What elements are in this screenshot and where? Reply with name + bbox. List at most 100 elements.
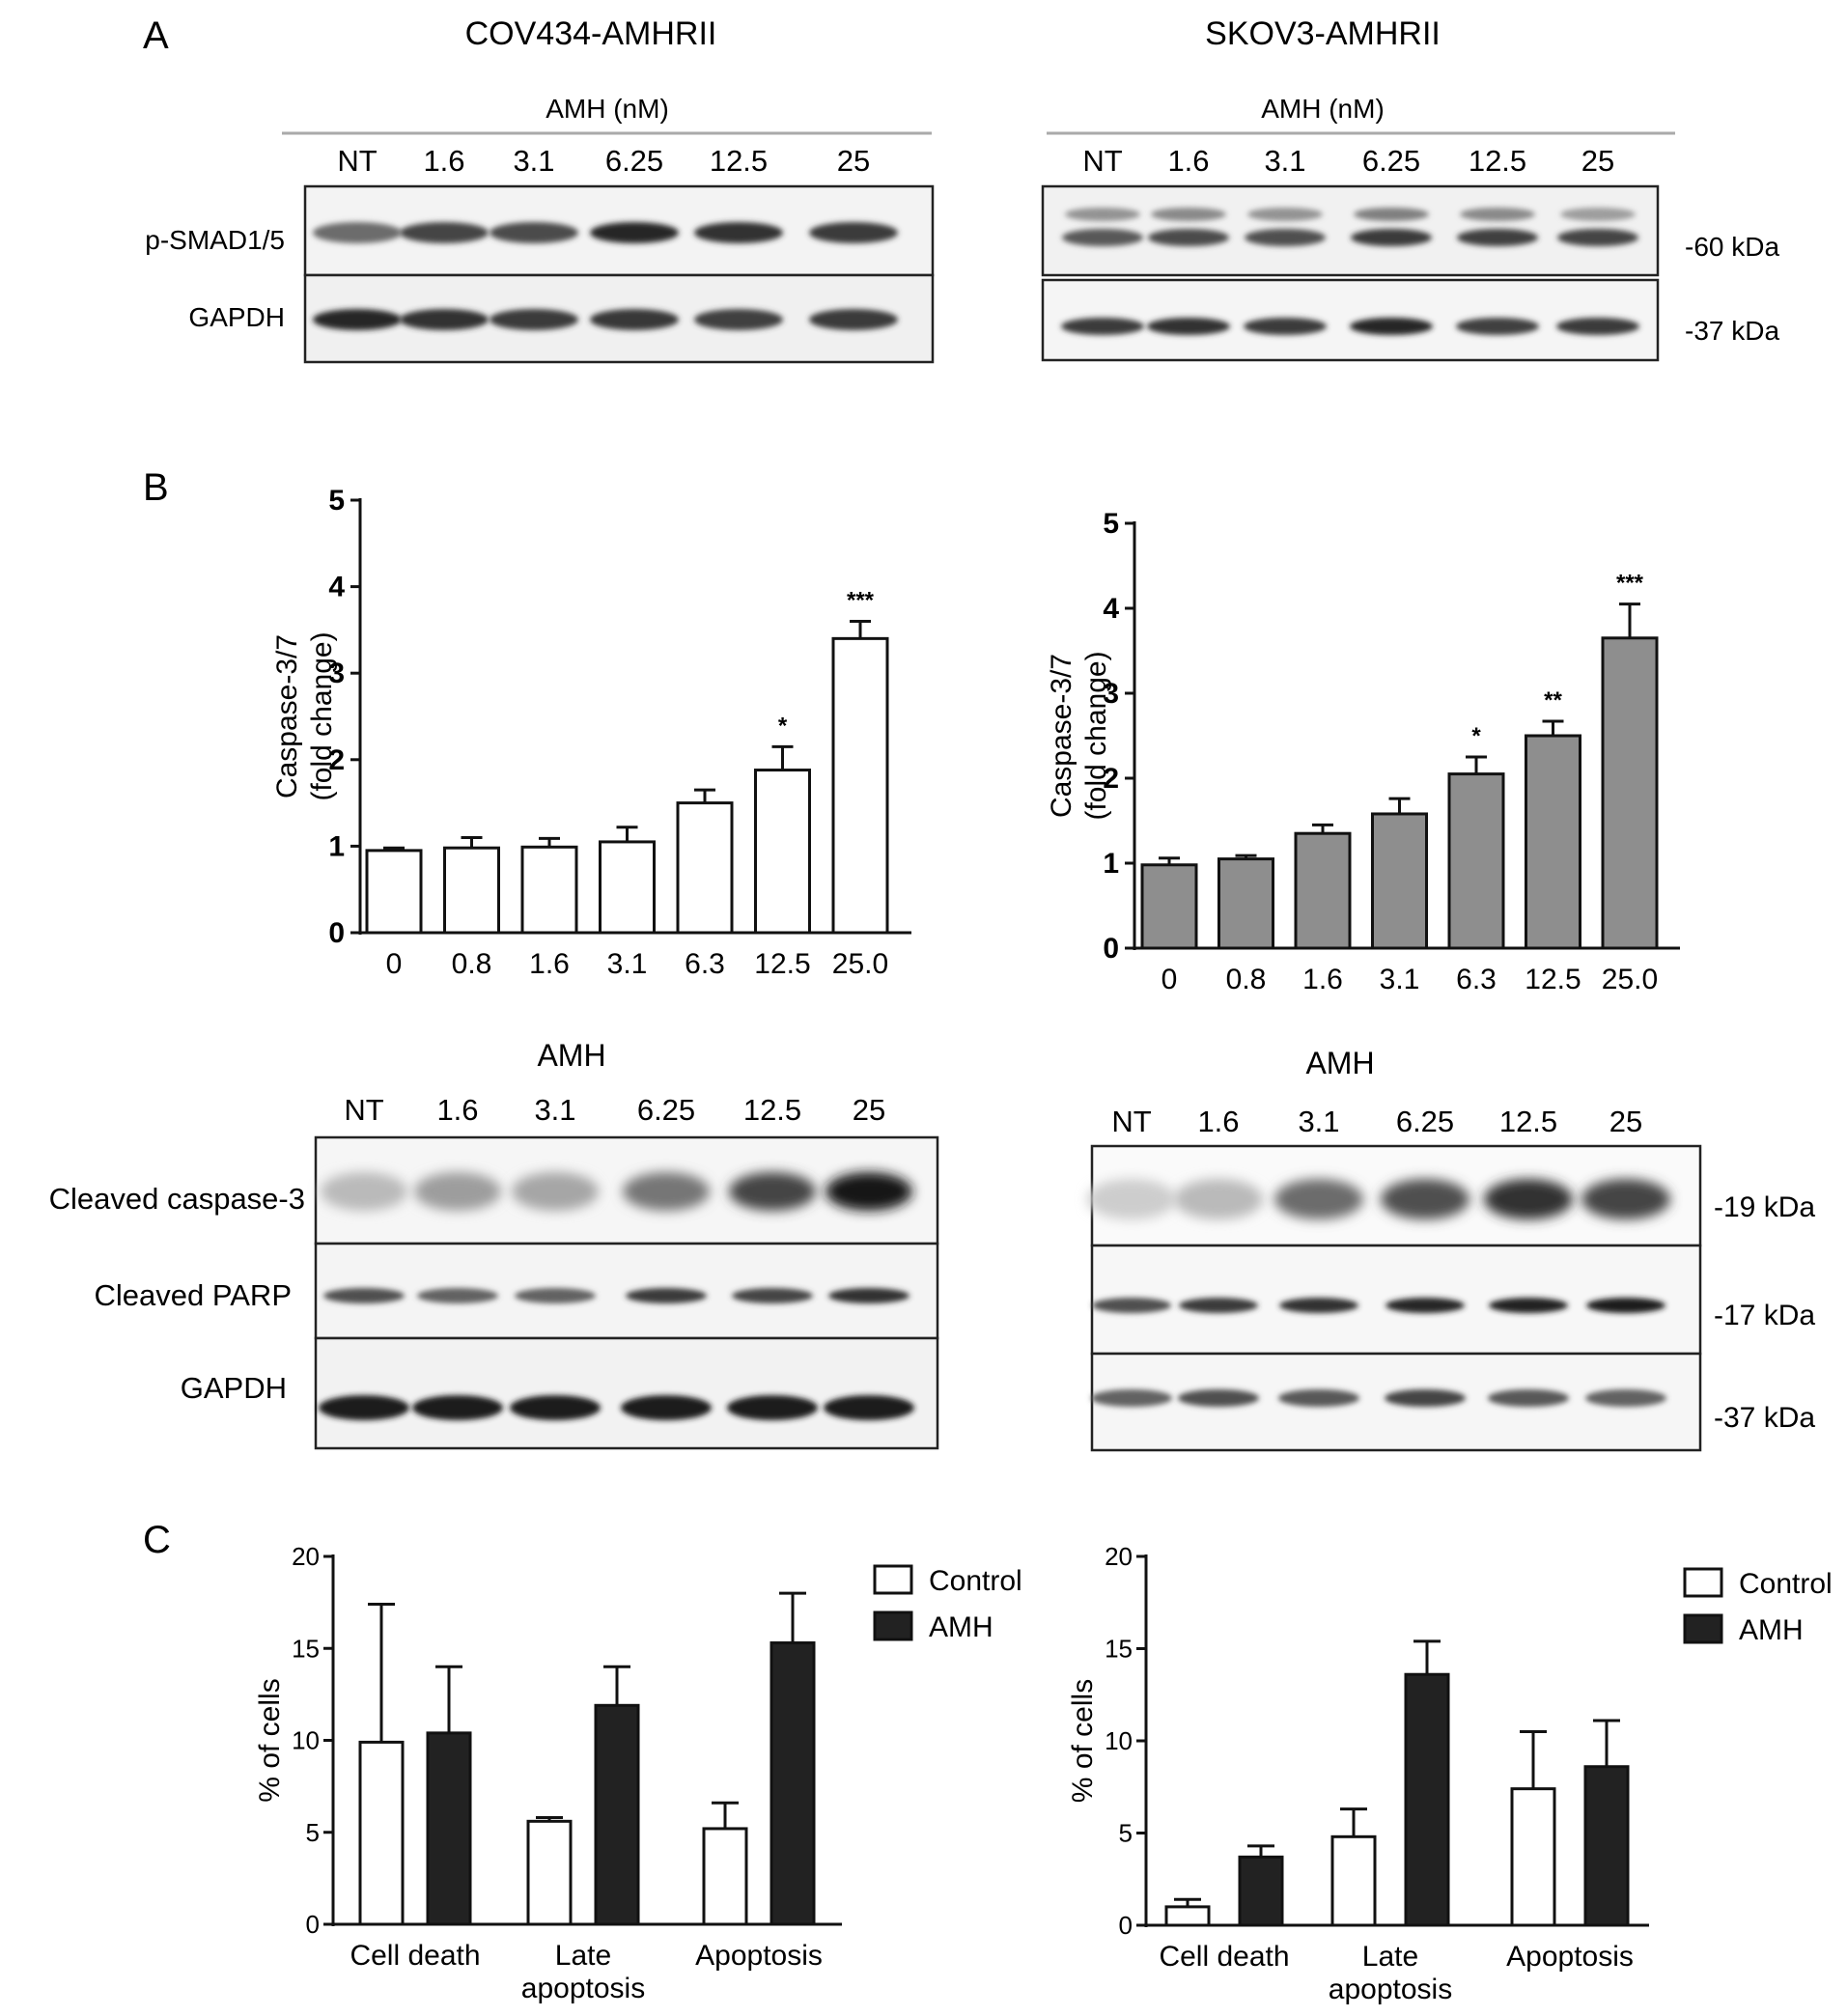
blot-band <box>1385 1298 1465 1313</box>
cov434-parp-blot <box>314 1242 939 1340</box>
blot-band <box>1385 1389 1466 1407</box>
bar <box>365 849 423 935</box>
y-tick-label: 15 <box>1105 1635 1133 1664</box>
blot-band <box>319 1395 409 1420</box>
bar <box>526 1819 573 1926</box>
y-tick-label: 10 <box>292 1726 320 1755</box>
bar <box>520 845 578 935</box>
lane-label: NT <box>1111 1105 1151 1138</box>
blot-band <box>321 1172 407 1211</box>
x-tick-label: 0.8 <box>452 948 492 980</box>
blot-band <box>490 309 578 330</box>
bar <box>770 1641 816 1926</box>
blot-band <box>490 222 578 243</box>
legend-swatch <box>1683 1567 1723 1598</box>
bar <box>1525 734 1581 950</box>
blot-band <box>1279 1298 1358 1313</box>
legend-label: Control <box>1739 1568 1833 1600</box>
blot-band <box>590 222 679 243</box>
blot-band <box>313 222 402 243</box>
lane-label: NT <box>344 1093 383 1127</box>
lane-label: 6.25 <box>1362 144 1420 178</box>
y-tick-label: 20 <box>292 1542 320 1571</box>
blot-band <box>1278 1389 1359 1407</box>
skov3-parp-blot <box>1090 1244 1702 1356</box>
bar <box>754 769 811 935</box>
caspase-chart-skov3: 0 1 2 3 4 5 0 0.8 1.6 3.1 * 6.3 ** 12.5 *** 25.0 Caspase… <box>1046 508 1680 995</box>
blot-band <box>1585 1389 1666 1407</box>
y-axis-label: Caspase-3/7 <box>1046 654 1077 818</box>
lane-label: NT <box>337 144 377 178</box>
y-tick-label: 0 <box>328 917 345 949</box>
blot-band <box>828 1288 910 1303</box>
marker-19kda: -19 kDa <box>1714 1191 1815 1223</box>
blot-band <box>1091 1389 1172 1407</box>
y-tick-label: 15 <box>292 1634 320 1663</box>
cov434-lane-labels: NT 1.6 3.1 6.25 12.5 25 <box>337 144 870 178</box>
skov3-gapdh-blot-b <box>1090 1352 1702 1452</box>
blot-band <box>1556 318 1639 335</box>
blot-band <box>1557 229 1638 246</box>
y-tick-label: 5 <box>1119 1819 1133 1848</box>
bar <box>1238 1855 1284 1927</box>
blot-band <box>1244 318 1327 335</box>
panel-label-b: B <box>143 466 169 509</box>
blot-band <box>1247 208 1323 221</box>
blot-band <box>1351 229 1432 246</box>
marker-17kda: -17 kDa <box>1714 1300 1815 1331</box>
blot-band <box>1147 318 1230 335</box>
marker-37kda-b: -37 kDa <box>1714 1402 1815 1434</box>
bar <box>1140 863 1198 950</box>
blot-band <box>1148 229 1229 246</box>
bar <box>1404 1672 1450 1927</box>
lane-label: 25 <box>1609 1105 1642 1138</box>
panel-label-a: A <box>143 14 169 57</box>
blot-band <box>1488 1389 1569 1407</box>
blot-band <box>1179 1298 1258 1313</box>
x-tick-label: Cell death <box>350 1940 480 1972</box>
blot-band <box>1484 1179 1573 1219</box>
bar <box>1447 772 1505 950</box>
bar <box>702 1827 748 1926</box>
x-tick-label: Apoptosis <box>1506 1941 1634 1973</box>
cov434-casp3-blot <box>314 1135 939 1246</box>
blot-band <box>727 1395 818 1420</box>
panel-label-c: C <box>143 1519 171 1561</box>
blot-band <box>1245 229 1326 246</box>
bar <box>599 840 656 935</box>
cov434-dose-label: AMH (nM) <box>546 94 669 124</box>
y-tick-label: 0 <box>306 1910 320 1939</box>
bar <box>426 1731 472 1926</box>
blot-band <box>1174 1179 1263 1219</box>
x-tick-label: Apoptosis <box>695 1940 823 1972</box>
skov3-psmad-blot <box>1041 184 1660 277</box>
significance-mark: ** <box>1544 687 1562 714</box>
blot-label-gapdh-b: GAPDH <box>181 1371 287 1405</box>
blot-band <box>694 222 783 243</box>
y-axis-label: % of cells <box>254 1678 286 1802</box>
lane-label: 12.5 <box>710 144 768 178</box>
y-tick-label: 5 <box>328 485 345 517</box>
y-tick-label: 4 <box>1103 593 1119 625</box>
marker-60kda: -60 kDa <box>1685 232 1779 262</box>
marker-37kda-a: -37 kDa <box>1685 316 1779 346</box>
blot-band <box>1457 229 1538 246</box>
y-axis-label: (fold change) <box>1080 651 1112 820</box>
blot-band <box>1092 1298 1171 1313</box>
lane-label: 25 <box>853 1093 885 1127</box>
bar <box>1294 831 1352 950</box>
y-tick-label: 2 <box>328 744 345 776</box>
x-tick-label: 6.3 <box>685 948 725 980</box>
blot-band <box>824 1395 914 1420</box>
y-tick-label: 1 <box>328 830 345 862</box>
legend-swatch <box>1683 1613 1723 1644</box>
blot-band <box>400 309 489 330</box>
skov3-lane-labels: NT 1.6 3.1 6.25 12.5 25 <box>1082 144 1614 178</box>
bar <box>358 1740 405 1926</box>
lane-label: 12.5 <box>1499 1105 1557 1138</box>
blot-band <box>512 1172 599 1211</box>
lane-label: 1.6 <box>423 144 464 178</box>
